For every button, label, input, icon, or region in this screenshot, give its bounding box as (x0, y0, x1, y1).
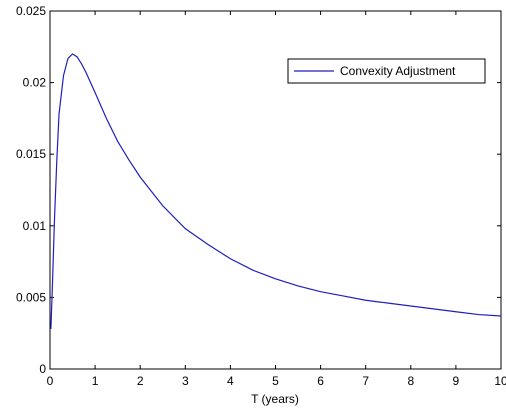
x-tick-label: 6 (317, 374, 324, 388)
y-tick-label: 0 (39, 362, 46, 376)
y-tick-label: 0.02 (23, 76, 47, 90)
x-tick-label: 1 (92, 374, 99, 388)
x-tick-label: 9 (453, 374, 460, 388)
y-tick-label: 0.01 (23, 219, 47, 233)
x-tick-label: 2 (137, 374, 144, 388)
x-tick-label: 8 (407, 374, 414, 388)
y-tick-label: 0.025 (16, 4, 46, 18)
series-line-convexity-adjustment (50, 53, 502, 329)
y-tick-label: 0.015 (16, 147, 46, 161)
legend-label: Convexity Adjustment (340, 64, 456, 78)
x-tick-label: 10 (494, 374, 506, 388)
axis-ticks (49, 10, 502, 370)
x-tick-label: 0 (47, 374, 54, 388)
y-tick-label: 0.005 (16, 290, 46, 304)
x-tick-labels: 0 1 2 3 4 5 6 7 8 9 10 (47, 374, 506, 388)
x-axis-label: T (years) (251, 392, 299, 406)
legend: Convexity Adjustment (287, 58, 486, 84)
x-tick-label: 3 (182, 374, 189, 388)
y-tick-labels: 0 0.005 0.01 0.015 0.02 0.025 (16, 4, 46, 376)
x-tick-label: 5 (272, 374, 279, 388)
x-tick-label: 7 (362, 374, 369, 388)
x-tick-label: 4 (227, 374, 234, 388)
